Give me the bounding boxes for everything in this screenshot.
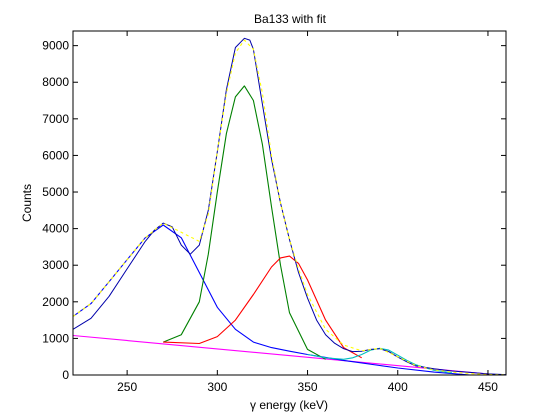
x-tick-label: 450 bbox=[478, 380, 498, 394]
y-tick-label: 0 bbox=[62, 368, 69, 382]
x-tick-label: 300 bbox=[207, 380, 227, 394]
y-axis-label: Counts bbox=[20, 184, 34, 222]
y-tick-label: 6000 bbox=[42, 148, 69, 162]
x-tick-label: 250 bbox=[117, 380, 137, 394]
y-tick-label: 9000 bbox=[42, 39, 69, 53]
x-tick-label: 350 bbox=[298, 380, 318, 394]
x-tick-label: 400 bbox=[388, 380, 408, 394]
y-tick-label: 7000 bbox=[42, 112, 69, 126]
y-tick-label: 3000 bbox=[42, 258, 69, 272]
plot-area bbox=[73, 31, 506, 375]
x-axis-label: γ energy (keV) bbox=[250, 398, 328, 412]
y-tick-label: 1000 bbox=[42, 331, 69, 345]
y-tick-label: 8000 bbox=[42, 75, 69, 89]
y-tick-label: 5000 bbox=[42, 185, 69, 199]
y-tick-label: 4000 bbox=[42, 222, 69, 236]
chart-title: Ba133 with fit bbox=[254, 12, 327, 26]
y-tick-label: 2000 bbox=[42, 295, 69, 309]
